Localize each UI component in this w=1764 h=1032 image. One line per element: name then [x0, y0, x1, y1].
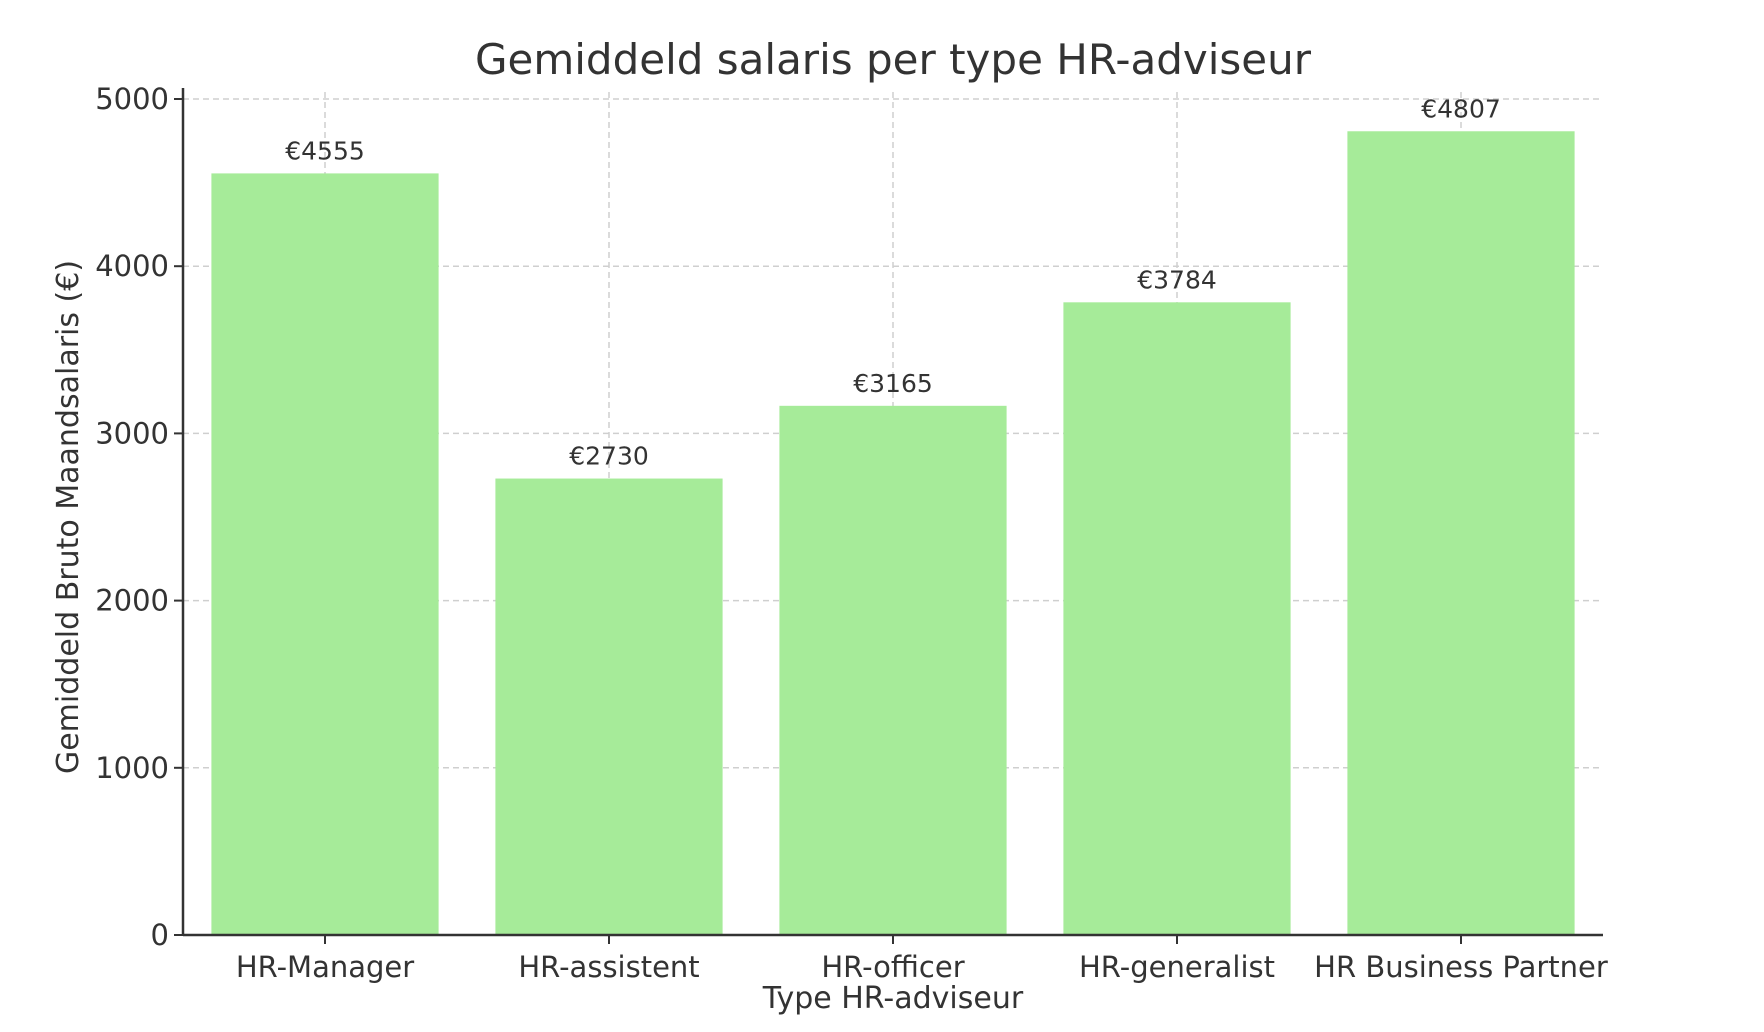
- bar: [211, 173, 439, 936]
- x-tick-label: HR-generalist: [1079, 950, 1275, 984]
- bar: [1347, 131, 1575, 935]
- y-tick-label: 5000: [95, 82, 169, 116]
- y-tick-label: 1000: [95, 751, 169, 785]
- bar-value-label: €3165: [853, 369, 933, 398]
- value-label-layer: €4555 €2730 €3165 €3784 €4807: [285, 94, 1501, 470]
- x-axis-label: Type HR-adviseur: [762, 981, 1024, 1016]
- tick-layer: 0 1000 2000 3000 4000 5000 HR-Manager HR-assist…: [95, 82, 1608, 984]
- chart-title: Gemiddeld salaris per type HR-adviseur: [475, 35, 1312, 84]
- y-tick-label: 3000: [95, 416, 169, 450]
- x-tick-label: HR-officer: [821, 950, 964, 984]
- y-tick-label: 4000: [95, 249, 169, 283]
- bar: [1063, 302, 1291, 935]
- x-tick-label: HR-assistent: [518, 950, 699, 984]
- bar: [495, 478, 723, 935]
- y-tick-label: 2000: [95, 584, 169, 618]
- bar-value-label: €4555: [285, 136, 365, 165]
- bar-value-label: €4807: [1421, 94, 1501, 123]
- x-tick-label: HR-Manager: [236, 950, 414, 984]
- y-tick-label: 0: [151, 918, 169, 952]
- y-axis-label: Gemiddeld Bruto Maandsalaris (€): [51, 260, 86, 774]
- bar: [779, 405, 1007, 935]
- bar-value-label: €2730: [569, 442, 649, 471]
- bar-layer: [211, 131, 1575, 936]
- bar-value-label: €3784: [1137, 265, 1217, 294]
- x-tick-label: HR Business Partner: [1314, 950, 1608, 984]
